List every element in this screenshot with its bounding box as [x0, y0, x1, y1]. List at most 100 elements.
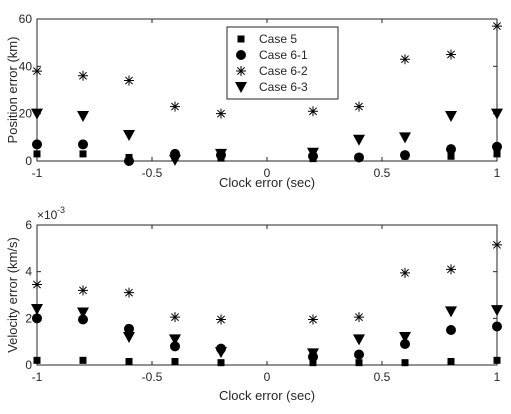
legend-box	[226, 26, 339, 100]
data-point	[78, 70, 88, 81]
data-point	[493, 150, 501, 158]
chart-panel-1: -1 -0.5 0 0.5 1 0 20 40 60 Clock error (sec) Posit…	[5, 12, 503, 190]
data-point	[355, 359, 363, 367]
x-tick-label: -0.5	[142, 370, 163, 384]
data-point	[399, 332, 411, 343]
x-tick-label: -0.5	[142, 166, 163, 180]
data-point	[447, 358, 455, 365]
data-point	[307, 348, 319, 360]
data-point	[32, 313, 42, 324]
data-point	[125, 358, 133, 365]
x-tick-label: 1	[494, 166, 501, 180]
data-point	[32, 139, 42, 150]
data-point	[124, 75, 134, 86]
legend: Case 5 Case 6-1 Case 6-2 Case 6-3	[226, 26, 339, 100]
data-point	[401, 359, 409, 367]
data-point	[492, 239, 502, 250]
data-point	[31, 108, 43, 120]
y-tick-label: 20	[19, 107, 33, 121]
data-point	[33, 150, 41, 158]
data-point	[446, 264, 456, 275]
data-point	[31, 304, 43, 315]
data-point	[308, 106, 318, 117]
data-point	[124, 287, 134, 298]
data-point	[123, 332, 135, 343]
legend-marker	[236, 50, 246, 60]
data-point	[400, 339, 410, 349]
data-point	[399, 132, 411, 144]
data-point	[32, 279, 42, 290]
data-point	[445, 111, 457, 123]
data-point	[170, 341, 180, 352]
data-point	[400, 267, 410, 278]
x-tick-label: 0.5	[374, 370, 391, 384]
data-point	[215, 148, 227, 160]
data-point	[353, 334, 365, 346]
y-tick-label: 2	[25, 311, 32, 325]
data-point	[78, 139, 88, 150]
data-point	[307, 147, 319, 159]
data-point	[353, 134, 365, 146]
y-tick-label: 0	[25, 154, 32, 168]
data-point	[123, 129, 135, 141]
data-point	[216, 314, 226, 325]
y-tick-label: 40	[19, 59, 33, 73]
y-axis-label: Position error (km)	[5, 37, 20, 144]
data-point	[400, 150, 410, 161]
data-point	[124, 156, 134, 166]
plot-frame	[36, 224, 498, 366]
data-point	[169, 154, 181, 166]
x-tick-label: -1	[32, 370, 43, 384]
data-point	[354, 312, 364, 323]
series-3	[32, 239, 502, 325]
data-point	[492, 321, 502, 332]
data-point	[492, 141, 502, 152]
data-point	[446, 325, 456, 335]
series-2	[32, 139, 502, 166]
y-scale-factor: ×10	[37, 208, 58, 222]
legend-label: Case 6-2	[259, 64, 308, 78]
legend-marker	[235, 82, 247, 93]
data-point	[309, 359, 317, 367]
data-point	[78, 285, 88, 296]
data-point	[491, 305, 503, 317]
chart-panel-2: -1 -0.5 0 0.5 1 0 2 4 6 Clock error (sec) Velocity…	[5, 205, 503, 403]
legend-label: Case 6-1	[259, 48, 308, 62]
y-axis-label: Velocity error (km/s)	[5, 237, 20, 353]
y-tick-label: 0	[25, 358, 32, 372]
data-point	[77, 307, 89, 319]
y-tick-label: 4	[25, 265, 32, 279]
data-point	[493, 356, 501, 364]
data-point	[79, 150, 87, 158]
data-point	[400, 54, 410, 65]
data-point	[354, 101, 364, 112]
series-3	[32, 21, 502, 119]
data-point	[446, 144, 456, 155]
x-tick-label: -1	[32, 166, 43, 180]
data-point	[124, 323, 134, 334]
series-1	[33, 356, 501, 367]
data-point	[170, 312, 180, 323]
data-point	[354, 152, 364, 163]
series-4	[31, 108, 503, 166]
data-point	[354, 349, 364, 360]
data-point	[33, 356, 41, 364]
data-point	[171, 358, 179, 365]
data-point	[78, 314, 88, 325]
data-point	[77, 111, 89, 123]
legend-marker	[237, 35, 245, 43]
data-point	[445, 306, 457, 318]
y-tick-label: 6	[25, 218, 32, 232]
y-scale-exponent: -3	[57, 205, 65, 215]
series-4	[31, 304, 503, 360]
legend-label: Case 6-3	[259, 80, 308, 94]
data-point	[492, 21, 502, 32]
data-point	[217, 359, 225, 367]
x-tick-label: 0	[264, 166, 271, 180]
data-point	[308, 314, 318, 325]
series-2	[32, 313, 502, 362]
x-tick-label: 0	[264, 370, 271, 384]
data-point	[215, 347, 227, 359]
data-point	[32, 66, 42, 77]
